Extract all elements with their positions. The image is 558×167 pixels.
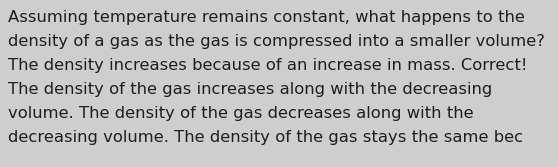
Text: decreasing volume. The density of the gas stays the same bec: decreasing volume. The density of the ga… [8, 130, 523, 145]
Text: Assuming temperature remains constant, what happens to the: Assuming temperature remains constant, w… [8, 10, 525, 25]
Text: density of a gas as the gas is compressed into a smaller volume?: density of a gas as the gas is compresse… [8, 34, 545, 49]
Text: volume. The density of the gas decreases along with the: volume. The density of the gas decreases… [8, 106, 474, 121]
Text: The density of the gas increases along with the decreasing: The density of the gas increases along w… [8, 82, 492, 97]
Text: The density increases because of an increase in mass. Correct!: The density increases because of an incr… [8, 58, 527, 73]
